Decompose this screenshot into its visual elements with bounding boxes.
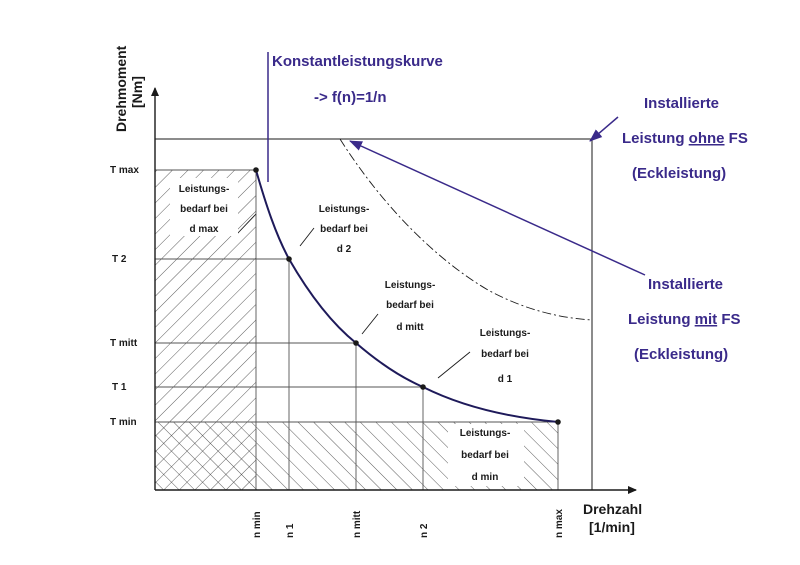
curve-label-formula: -> f(n)=1/n [314,89,387,106]
svg-text:Leistung mit FS: Leistung mit FS [628,311,741,328]
svg-text:Leistung ohne FS: Leistung ohne FS [622,130,748,147]
y-tick-t1: T 1 [112,382,127,393]
installed-power-with-fs-curve [339,138,593,321]
demand-label-dmax: Leistungs- bedarf bei d max [170,178,238,236]
svg-text:d 2: d 2 [337,244,352,255]
svg-text:bedarf bei: bedarf bei [180,204,228,215]
svg-text:Leistungs-: Leistungs- [179,184,230,195]
point-d2 [286,256,292,262]
svg-text:(Eckleistung): (Eckleistung) [632,165,726,182]
svg-text:Installierte: Installierte [648,276,723,293]
x-tick-nmitt: n mitt [352,510,363,538]
svg-text:d min: d min [472,472,499,483]
arrow-to-installed-without-fs [589,116,619,142]
x-tick-nmax: n max [554,509,565,538]
label-backdrop [170,178,238,236]
x-tick-n1: n 1 [285,523,296,538]
demand-label-dmin: Leistungs- bedarf bei d min [448,424,524,486]
svg-text:d mitt: d mitt [396,322,424,333]
svg-text:bedarf bei: bedarf bei [461,450,509,461]
point-dmitt [353,340,359,346]
y-axis-title: Drehmoment [113,45,129,132]
svg-text:d 1: d 1 [498,374,513,385]
svg-text:(Eckleistung): (Eckleistung) [634,346,728,363]
y-tick-t2: T 2 [112,254,127,265]
svg-text:Leistungs-: Leistungs- [319,204,370,215]
installed-power-without-fs-box [155,138,593,490]
svg-text:Leistungs-: Leistungs- [480,328,531,339]
installed-without-fs-label: Installierte Leistung ohne FS (Eckleistu… [622,95,748,182]
y-tick-tmin: T min [110,417,137,428]
y-tick-tmitt: T mitt [110,338,138,349]
x-axis-unit: [1/min] [589,519,635,535]
demand-label-d1: Leistungs- bedarf bei d 1 [480,328,531,385]
constant-power-curve [255,169,559,423]
svg-text:Leistungs-: Leistungs- [460,428,511,439]
svg-text:d max: d max [190,224,219,235]
curve-label-title: Konstantleistungskurve [272,53,443,70]
y-tick-tmax: T max [110,165,139,176]
x-axis-title: Drehzahl [583,501,642,517]
x-tick-nmin: n min [252,511,263,538]
point-dmax [253,167,259,173]
demand-label-d2: Leistungs- bedarf bei d 2 [319,204,370,255]
x-tick-n2: n 2 [419,523,430,538]
arrow-to-installed-with-fs [349,140,646,276]
svg-text:Installierte: Installierte [644,95,719,112]
grid-lines [155,169,559,490]
svg-text:bedarf bei: bedarf bei [386,300,434,311]
svg-text:bedarf bei: bedarf bei [320,224,368,235]
y-axis-unit: [Nm] [129,76,145,108]
point-d1 [420,384,426,390]
operating-points [253,167,561,425]
point-dmin [555,419,561,425]
demand-label-dmitt: Leistungs- bedarf bei d mitt [385,280,436,333]
label-backdrop [448,424,524,486]
installed-with-fs-label: Installierte Leistung mit FS (Eckleistun… [628,276,741,363]
svg-text:Leistungs-: Leistungs- [385,280,436,291]
svg-text:bedarf bei: bedarf bei [481,349,529,360]
hatch-region-overlap [155,422,256,490]
